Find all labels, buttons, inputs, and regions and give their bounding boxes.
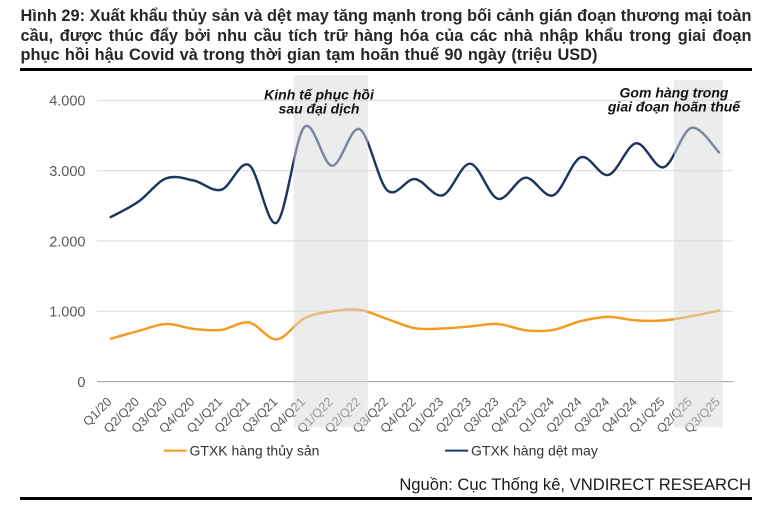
svg-text:GTXK hàng thủy sản: GTXK hàng thủy sản: [190, 443, 320, 459]
svg-text:2.000: 2.000: [49, 234, 85, 250]
svg-text:sau đại dịch: sau đại dịch: [279, 101, 360, 117]
svg-text:Gom hàng trong: Gom hàng trong: [620, 84, 729, 100]
svg-text:GTXK hàng dệt may: GTXK hàng dệt may: [471, 443, 598, 459]
svg-text:giai đoạn hoãn thuế: giai đoạn hoãn thuế: [607, 98, 741, 114]
svg-text:1.000: 1.000: [49, 305, 85, 321]
svg-text:Kinh tế phục hồi: Kinh tế phục hồi: [264, 87, 375, 103]
svg-text:3.000: 3.000: [49, 164, 85, 180]
svg-text:0: 0: [77, 375, 85, 391]
svg-text:4.000: 4.000: [49, 94, 85, 110]
